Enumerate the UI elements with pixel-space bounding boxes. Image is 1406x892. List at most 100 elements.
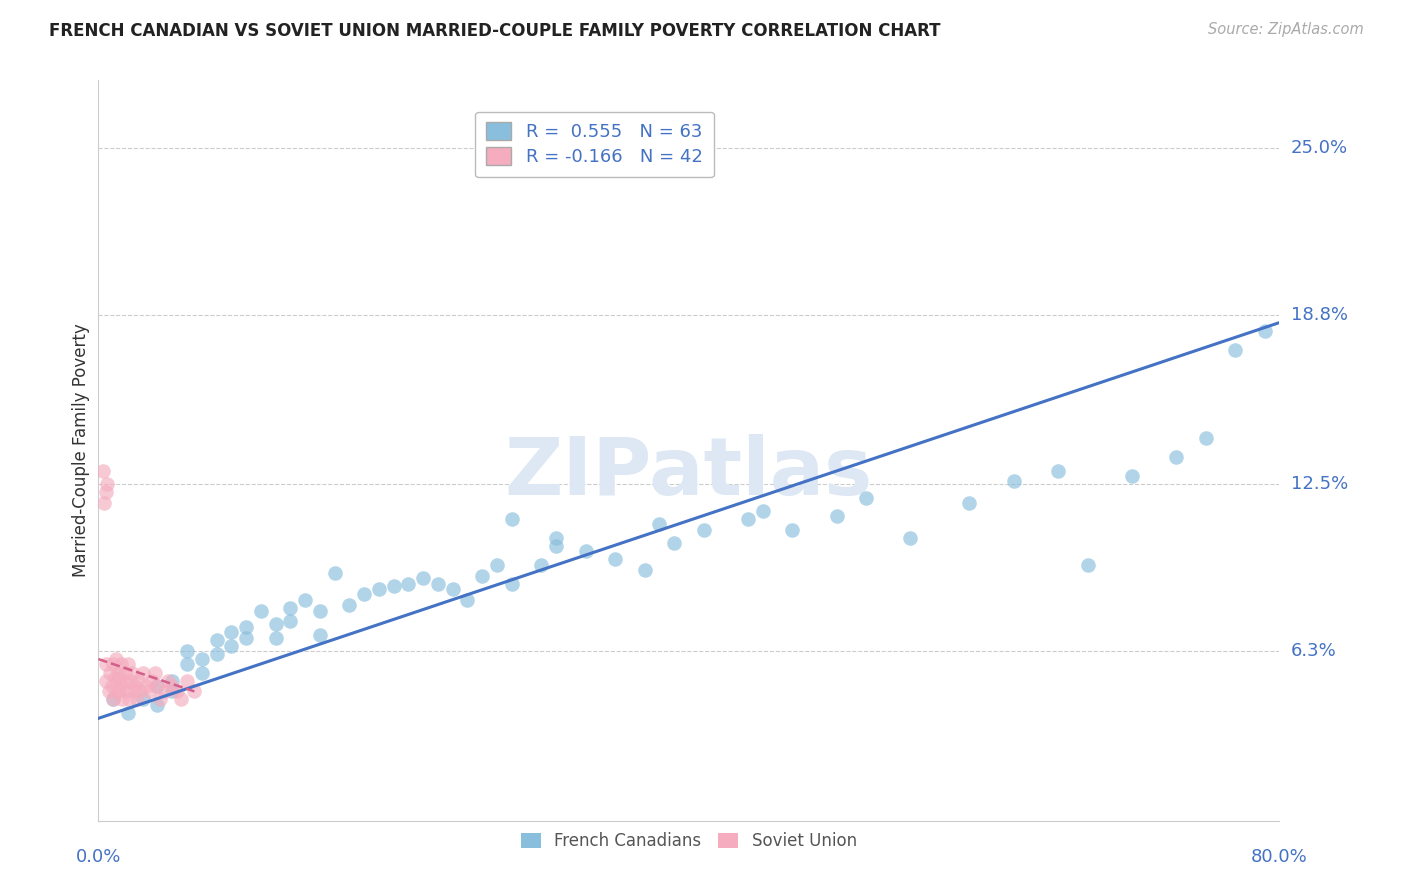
Text: ZIPatlas: ZIPatlas [505, 434, 873, 512]
Point [176, 644, 198, 658]
Point [183, 684, 205, 698]
Point [127, 673, 149, 688]
Point [486, 558, 509, 572]
Point [149, 692, 172, 706]
Point [280, 615, 302, 629]
Point [156, 673, 179, 688]
Point [1195, 431, 1218, 445]
Point [191, 665, 214, 680]
Point [648, 517, 671, 532]
Point [546, 531, 568, 545]
Point [94, 485, 117, 500]
Point [162, 679, 183, 693]
Point [120, 673, 142, 688]
Point [162, 673, 183, 688]
Point [427, 576, 450, 591]
Text: 18.8%: 18.8% [1291, 305, 1347, 324]
Point [135, 679, 157, 693]
Point [280, 601, 302, 615]
Point [1225, 343, 1247, 357]
Point [125, 692, 148, 706]
Point [114, 665, 136, 680]
Point [221, 639, 243, 653]
Point [117, 706, 139, 720]
Point [132, 665, 155, 680]
Point [108, 684, 131, 698]
Point [103, 692, 125, 706]
Point [1046, 464, 1070, 478]
Legend: French Canadians, Soviet Union: French Canadians, Soviet Union [515, 825, 863, 856]
Point [501, 576, 523, 591]
Point [752, 504, 775, 518]
Text: 80.0%: 80.0% [1251, 848, 1308, 866]
Point [143, 665, 166, 680]
Point [117, 657, 139, 672]
Point [235, 620, 257, 634]
Point [368, 582, 391, 596]
Point [91, 464, 114, 478]
Point [471, 568, 494, 582]
Point [103, 657, 125, 672]
Point [110, 657, 132, 672]
Point [221, 625, 243, 640]
Point [323, 566, 346, 580]
Point [1077, 558, 1099, 572]
Point [146, 679, 169, 693]
Point [412, 571, 434, 585]
Point [782, 523, 804, 537]
Point [162, 684, 183, 698]
Point [900, 531, 922, 545]
Point [264, 617, 287, 632]
Point [664, 536, 686, 550]
Point [124, 679, 146, 693]
Point [693, 523, 716, 537]
Point [441, 582, 464, 596]
Point [309, 628, 332, 642]
Point [825, 509, 848, 524]
Point [264, 631, 287, 645]
Point [141, 673, 163, 688]
Point [309, 604, 332, 618]
Point [105, 684, 128, 698]
Text: 12.5%: 12.5% [1291, 475, 1348, 493]
Point [103, 692, 125, 706]
Y-axis label: Married-Couple Family Poverty: Married-Couple Family Poverty [72, 324, 90, 577]
Point [634, 563, 657, 577]
Point [122, 684, 145, 698]
Point [339, 599, 361, 613]
Point [105, 652, 128, 666]
Point [146, 698, 169, 712]
Point [138, 684, 160, 698]
Point [353, 587, 375, 601]
Point [94, 673, 117, 688]
Point [205, 633, 228, 648]
Point [97, 684, 120, 698]
Point [575, 544, 598, 558]
Point [132, 692, 155, 706]
Point [100, 679, 122, 693]
Point [93, 496, 115, 510]
Text: 0.0%: 0.0% [76, 848, 121, 866]
Point [250, 604, 273, 618]
Point [94, 657, 117, 672]
Point [108, 671, 131, 685]
Point [1254, 324, 1277, 338]
Text: Source: ZipAtlas.com: Source: ZipAtlas.com [1208, 22, 1364, 37]
Point [1002, 475, 1025, 489]
Point [176, 657, 198, 672]
Point [118, 692, 141, 706]
Point [382, 579, 405, 593]
Point [176, 673, 198, 688]
Point [959, 496, 981, 510]
Text: FRENCH CANADIAN VS SOVIET UNION MARRIED-COUPLE FAMILY POVERTY CORRELATION CHART: FRENCH CANADIAN VS SOVIET UNION MARRIED-… [49, 22, 941, 40]
Point [115, 684, 138, 698]
Point [111, 692, 134, 706]
Point [191, 652, 214, 666]
Point [121, 665, 143, 680]
Point [737, 512, 759, 526]
Point [501, 512, 523, 526]
Point [110, 679, 132, 693]
Point [294, 593, 316, 607]
Text: 6.3%: 6.3% [1291, 642, 1336, 660]
Point [1166, 450, 1188, 465]
